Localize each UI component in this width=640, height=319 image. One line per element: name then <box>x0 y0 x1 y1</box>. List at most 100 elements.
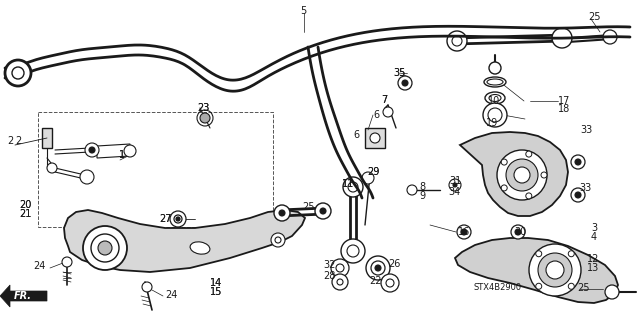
Circle shape <box>315 203 331 219</box>
Circle shape <box>332 274 348 290</box>
Circle shape <box>497 150 547 200</box>
Ellipse shape <box>487 79 503 85</box>
Circle shape <box>320 208 326 214</box>
Circle shape <box>568 283 574 289</box>
Circle shape <box>275 237 281 243</box>
Text: 35: 35 <box>393 68 405 78</box>
Circle shape <box>176 217 180 221</box>
Text: 8: 8 <box>419 182 425 192</box>
Text: 10: 10 <box>488 96 500 106</box>
Text: 27: 27 <box>159 214 172 224</box>
Text: 7: 7 <box>381 95 387 105</box>
Circle shape <box>91 234 119 262</box>
Text: 1: 1 <box>119 150 125 160</box>
Text: 31: 31 <box>449 176 461 186</box>
Circle shape <box>575 192 581 198</box>
Circle shape <box>343 177 363 197</box>
Circle shape <box>274 205 290 221</box>
Circle shape <box>386 279 394 287</box>
Circle shape <box>526 193 532 199</box>
Circle shape <box>83 226 127 270</box>
Text: 35: 35 <box>393 68 405 78</box>
Circle shape <box>515 229 521 235</box>
Text: 4: 4 <box>591 232 597 242</box>
Circle shape <box>402 80 408 86</box>
Circle shape <box>526 151 532 157</box>
Circle shape <box>552 28 572 48</box>
Circle shape <box>605 285 619 299</box>
Circle shape <box>536 283 541 289</box>
Text: 23: 23 <box>197 103 209 113</box>
Circle shape <box>541 172 547 178</box>
Circle shape <box>449 179 461 191</box>
Circle shape <box>536 251 541 257</box>
Text: FR.: FR. <box>14 291 32 301</box>
Text: 21: 21 <box>19 209 31 219</box>
Circle shape <box>447 31 467 51</box>
Circle shape <box>571 155 585 169</box>
Circle shape <box>398 76 412 90</box>
Text: 24: 24 <box>165 290 177 300</box>
Circle shape <box>200 113 210 123</box>
Text: 33: 33 <box>579 183 591 193</box>
Circle shape <box>337 279 343 285</box>
Text: 21: 21 <box>19 209 31 219</box>
Text: 11: 11 <box>342 179 355 189</box>
Circle shape <box>5 60 31 86</box>
Text: 11: 11 <box>342 179 355 189</box>
Circle shape <box>98 241 112 255</box>
Text: 25: 25 <box>302 202 314 212</box>
Circle shape <box>514 167 530 183</box>
Text: 13: 13 <box>587 263 599 273</box>
Text: 6: 6 <box>354 130 360 140</box>
Circle shape <box>366 256 390 280</box>
Text: 7: 7 <box>381 95 387 105</box>
Circle shape <box>347 245 359 257</box>
Text: 34: 34 <box>448 187 460 197</box>
Circle shape <box>457 225 471 239</box>
Polygon shape <box>365 128 385 148</box>
Text: 27: 27 <box>159 214 172 224</box>
Ellipse shape <box>484 77 506 87</box>
Circle shape <box>603 30 617 44</box>
Circle shape <box>47 163 57 173</box>
Circle shape <box>489 62 501 74</box>
Polygon shape <box>455 238 618 303</box>
Circle shape <box>331 259 349 277</box>
Circle shape <box>461 229 467 235</box>
Circle shape <box>571 188 585 202</box>
Circle shape <box>501 185 508 191</box>
Circle shape <box>341 239 365 263</box>
Text: 22: 22 <box>369 276 381 286</box>
Text: 16: 16 <box>458 227 470 237</box>
Text: 15: 15 <box>210 287 222 297</box>
Text: 33: 33 <box>580 125 592 135</box>
Circle shape <box>336 264 344 272</box>
Text: 9: 9 <box>419 191 425 201</box>
Text: 23: 23 <box>197 103 209 113</box>
Text: 24: 24 <box>33 261 45 271</box>
Text: 17: 17 <box>558 96 570 106</box>
Circle shape <box>381 274 399 292</box>
Text: 19: 19 <box>486 118 499 128</box>
Text: 29: 29 <box>367 167 380 177</box>
Circle shape <box>383 107 393 117</box>
Circle shape <box>170 211 186 227</box>
Text: 25: 25 <box>577 283 589 293</box>
Text: 3: 3 <box>591 223 597 233</box>
Text: 5: 5 <box>300 6 307 16</box>
Text: 15: 15 <box>210 287 222 297</box>
Circle shape <box>488 108 502 122</box>
Text: STX4B2900: STX4B2900 <box>474 284 522 293</box>
Text: 30: 30 <box>514 227 526 237</box>
Circle shape <box>375 265 381 271</box>
Text: 2: 2 <box>7 136 13 146</box>
Ellipse shape <box>489 94 501 101</box>
Text: 14: 14 <box>210 278 222 288</box>
Circle shape <box>529 244 581 296</box>
Text: 20: 20 <box>19 200 31 210</box>
Circle shape <box>371 261 385 275</box>
Bar <box>38 112 273 227</box>
Circle shape <box>348 182 358 192</box>
Ellipse shape <box>190 242 210 254</box>
